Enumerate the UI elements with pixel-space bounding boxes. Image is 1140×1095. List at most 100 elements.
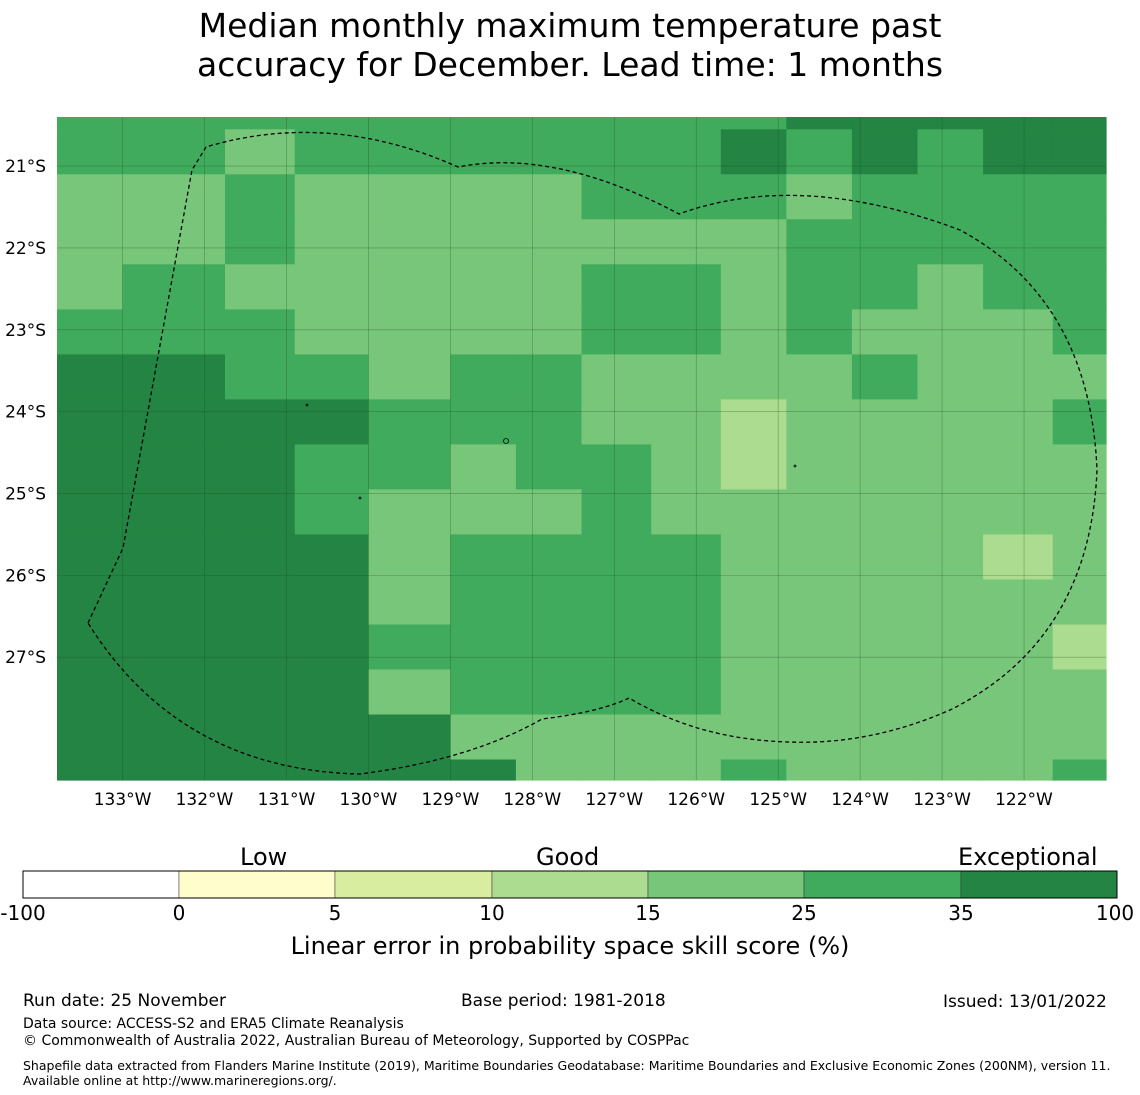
grid-cell <box>581 714 652 761</box>
grid-cell <box>720 669 787 716</box>
island-outline <box>793 464 797 468</box>
grid-cell <box>515 264 583 310</box>
grid-cell <box>225 117 296 130</box>
grid-cell <box>515 354 583 400</box>
longitude-tick-label: 126°W <box>667 790 725 810</box>
grid-cell <box>851 129 919 175</box>
grid-cell <box>225 444 296 490</box>
grid-cell <box>122 624 226 671</box>
grid-cell <box>515 309 583 355</box>
grid-cell <box>225 624 296 671</box>
grid-cell <box>1052 219 1107 265</box>
colorbar-outline <box>22 870 1118 899</box>
grid-cell <box>225 174 296 220</box>
latitude-tick-label: 22°S <box>5 239 46 259</box>
grid-cell <box>368 444 451 490</box>
longitude-tick-label: 129°W <box>422 790 480 810</box>
grid-cell <box>57 624 124 671</box>
grid-cell <box>581 399 652 445</box>
grid-cell <box>581 117 652 130</box>
colorbar <box>22 870 1118 899</box>
grid-cell <box>450 174 517 220</box>
grid-cell <box>368 264 451 310</box>
grid-cell <box>450 624 517 671</box>
colorbar-tick: -100 <box>0 901 46 925</box>
grid-cell <box>122 174 226 220</box>
grid-cell <box>57 579 124 626</box>
grid-cell <box>581 444 652 490</box>
grid-cell <box>368 489 451 535</box>
shapefile-attribution: Shapefile data extracted from Flanders M… <box>23 1058 1111 1088</box>
grid-cell <box>786 264 853 310</box>
grid-cell <box>851 669 919 716</box>
longitude-tick-label: 133°W <box>94 790 152 810</box>
grid-cell <box>786 117 853 130</box>
grid-cell <box>581 129 652 175</box>
latitude-tick-label: 21°S <box>5 157 46 177</box>
grid-cell <box>368 534 451 580</box>
grid-cell <box>651 534 722 580</box>
grid-cell <box>515 129 583 175</box>
grid-cell <box>917 117 984 130</box>
longitude-tick-label: 128°W <box>503 790 561 810</box>
grid-cell <box>1052 129 1107 175</box>
grid-cell <box>720 309 787 355</box>
grid-cell <box>581 669 652 716</box>
grid-cell <box>651 714 722 761</box>
grid-cell <box>122 444 226 490</box>
issued-date: Issued: 13/01/2022 <box>943 992 1107 1012</box>
grid-cell <box>651 489 722 535</box>
grid-cell <box>294 309 370 355</box>
grid-cell <box>1052 759 1107 781</box>
grid-cell <box>851 309 919 355</box>
grid-cell <box>57 714 124 761</box>
grid-cell <box>450 759 517 781</box>
grid-cell <box>786 624 853 671</box>
grid-cell <box>57 219 124 265</box>
grid-cell <box>368 309 451 355</box>
grid-cell <box>368 759 451 781</box>
latitude-tick-label: 26°S <box>5 566 46 586</box>
grid-cell <box>225 399 296 445</box>
grid-cell <box>294 759 370 781</box>
grid-cell <box>368 219 451 265</box>
grid-cell <box>225 219 296 265</box>
title-line-2: accuracy for December. Lead time: 1 mont… <box>196 45 944 84</box>
grid-cell <box>225 759 296 781</box>
grid-cell <box>450 219 517 265</box>
grid-cell <box>983 534 1054 580</box>
longitude-tick-label: 122°W <box>995 790 1053 810</box>
grid-cell <box>294 714 370 761</box>
grid-cell <box>368 174 451 220</box>
grid-cell <box>57 444 124 490</box>
grid-cell <box>294 399 370 445</box>
grid-cell <box>515 534 583 580</box>
grid-cell <box>1052 309 1107 355</box>
grid-cell <box>720 489 787 535</box>
grid-cell <box>225 534 296 580</box>
grid-cell <box>917 489 984 535</box>
grid-cell <box>581 624 652 671</box>
grid-cell <box>651 624 722 671</box>
latitude-tick-label: 23°S <box>5 321 46 341</box>
grid-cell <box>720 117 787 130</box>
grid-cell <box>720 264 787 310</box>
grid-cell <box>917 354 984 400</box>
grid-cell <box>983 669 1054 716</box>
grid-cell <box>1052 117 1107 130</box>
grid-cell <box>1052 264 1107 310</box>
grid-cell <box>368 714 451 761</box>
grid-cell <box>917 534 984 580</box>
grid-cell <box>786 309 853 355</box>
grid-cell <box>57 489 124 535</box>
grid-cell <box>122 117 226 130</box>
grid-cell <box>515 219 583 265</box>
grid-cell <box>57 354 124 400</box>
grid-cell <box>515 489 583 535</box>
grid-cell <box>786 579 853 626</box>
grid-cell <box>851 489 919 535</box>
latitude-tick-label: 27°S <box>5 648 46 668</box>
grid-cell <box>786 219 853 265</box>
grid-cell <box>225 129 296 175</box>
grid-cell <box>581 579 652 626</box>
